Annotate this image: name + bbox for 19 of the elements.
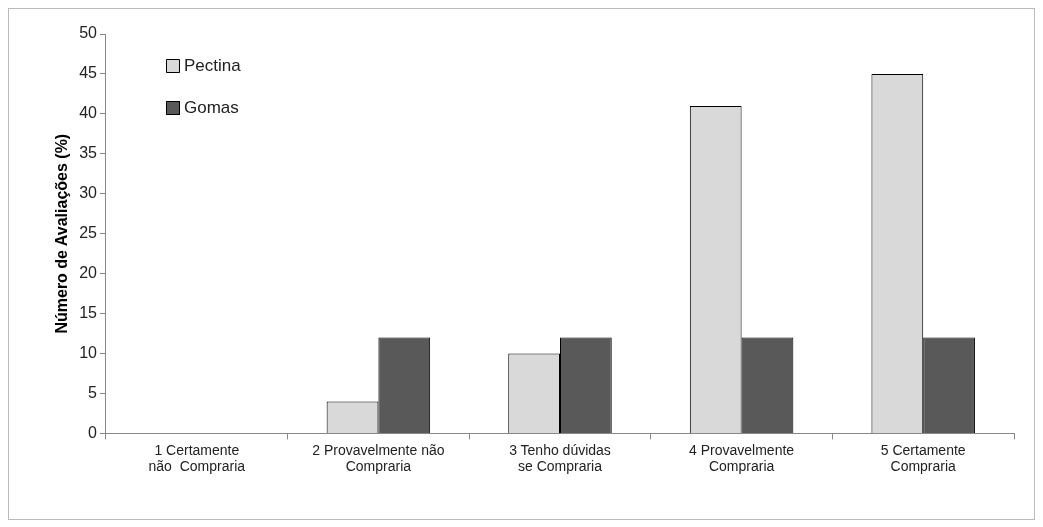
y-tick-label: 5 — [88, 383, 98, 401]
y-tick-label: 20 — [79, 264, 98, 282]
y-tick-label: 10 — [79, 343, 98, 361]
x-tick-label: 1 Certamente não Compraria — [148, 441, 246, 475]
y-tick-label: 40 — [79, 104, 98, 122]
x-tick-label: 3 Tenho dúvidas se Compraria — [509, 441, 611, 475]
y-tick-label: 0 — [88, 423, 98, 441]
legend-label: Gomas — [184, 97, 239, 117]
x-tick-label: 4 Provavelmente Compraria — [689, 441, 795, 475]
y-axis-title: Número de Avaliações (%) — [53, 133, 71, 334]
x-tick-label: 5 Certamente Compraria — [880, 441, 966, 475]
y-tick-label: 50 — [79, 24, 98, 42]
y-tick-label: 45 — [79, 64, 98, 82]
legend-label: Pectina — [184, 55, 242, 75]
x-tick-label: 2 Provavelmente não Compraria — [312, 441, 445, 475]
y-tick-label: 25 — [79, 224, 98, 242]
y-tick-label: 30 — [79, 184, 98, 202]
y-tick-label: 15 — [79, 303, 98, 321]
y-tick-label: 35 — [79, 144, 98, 162]
